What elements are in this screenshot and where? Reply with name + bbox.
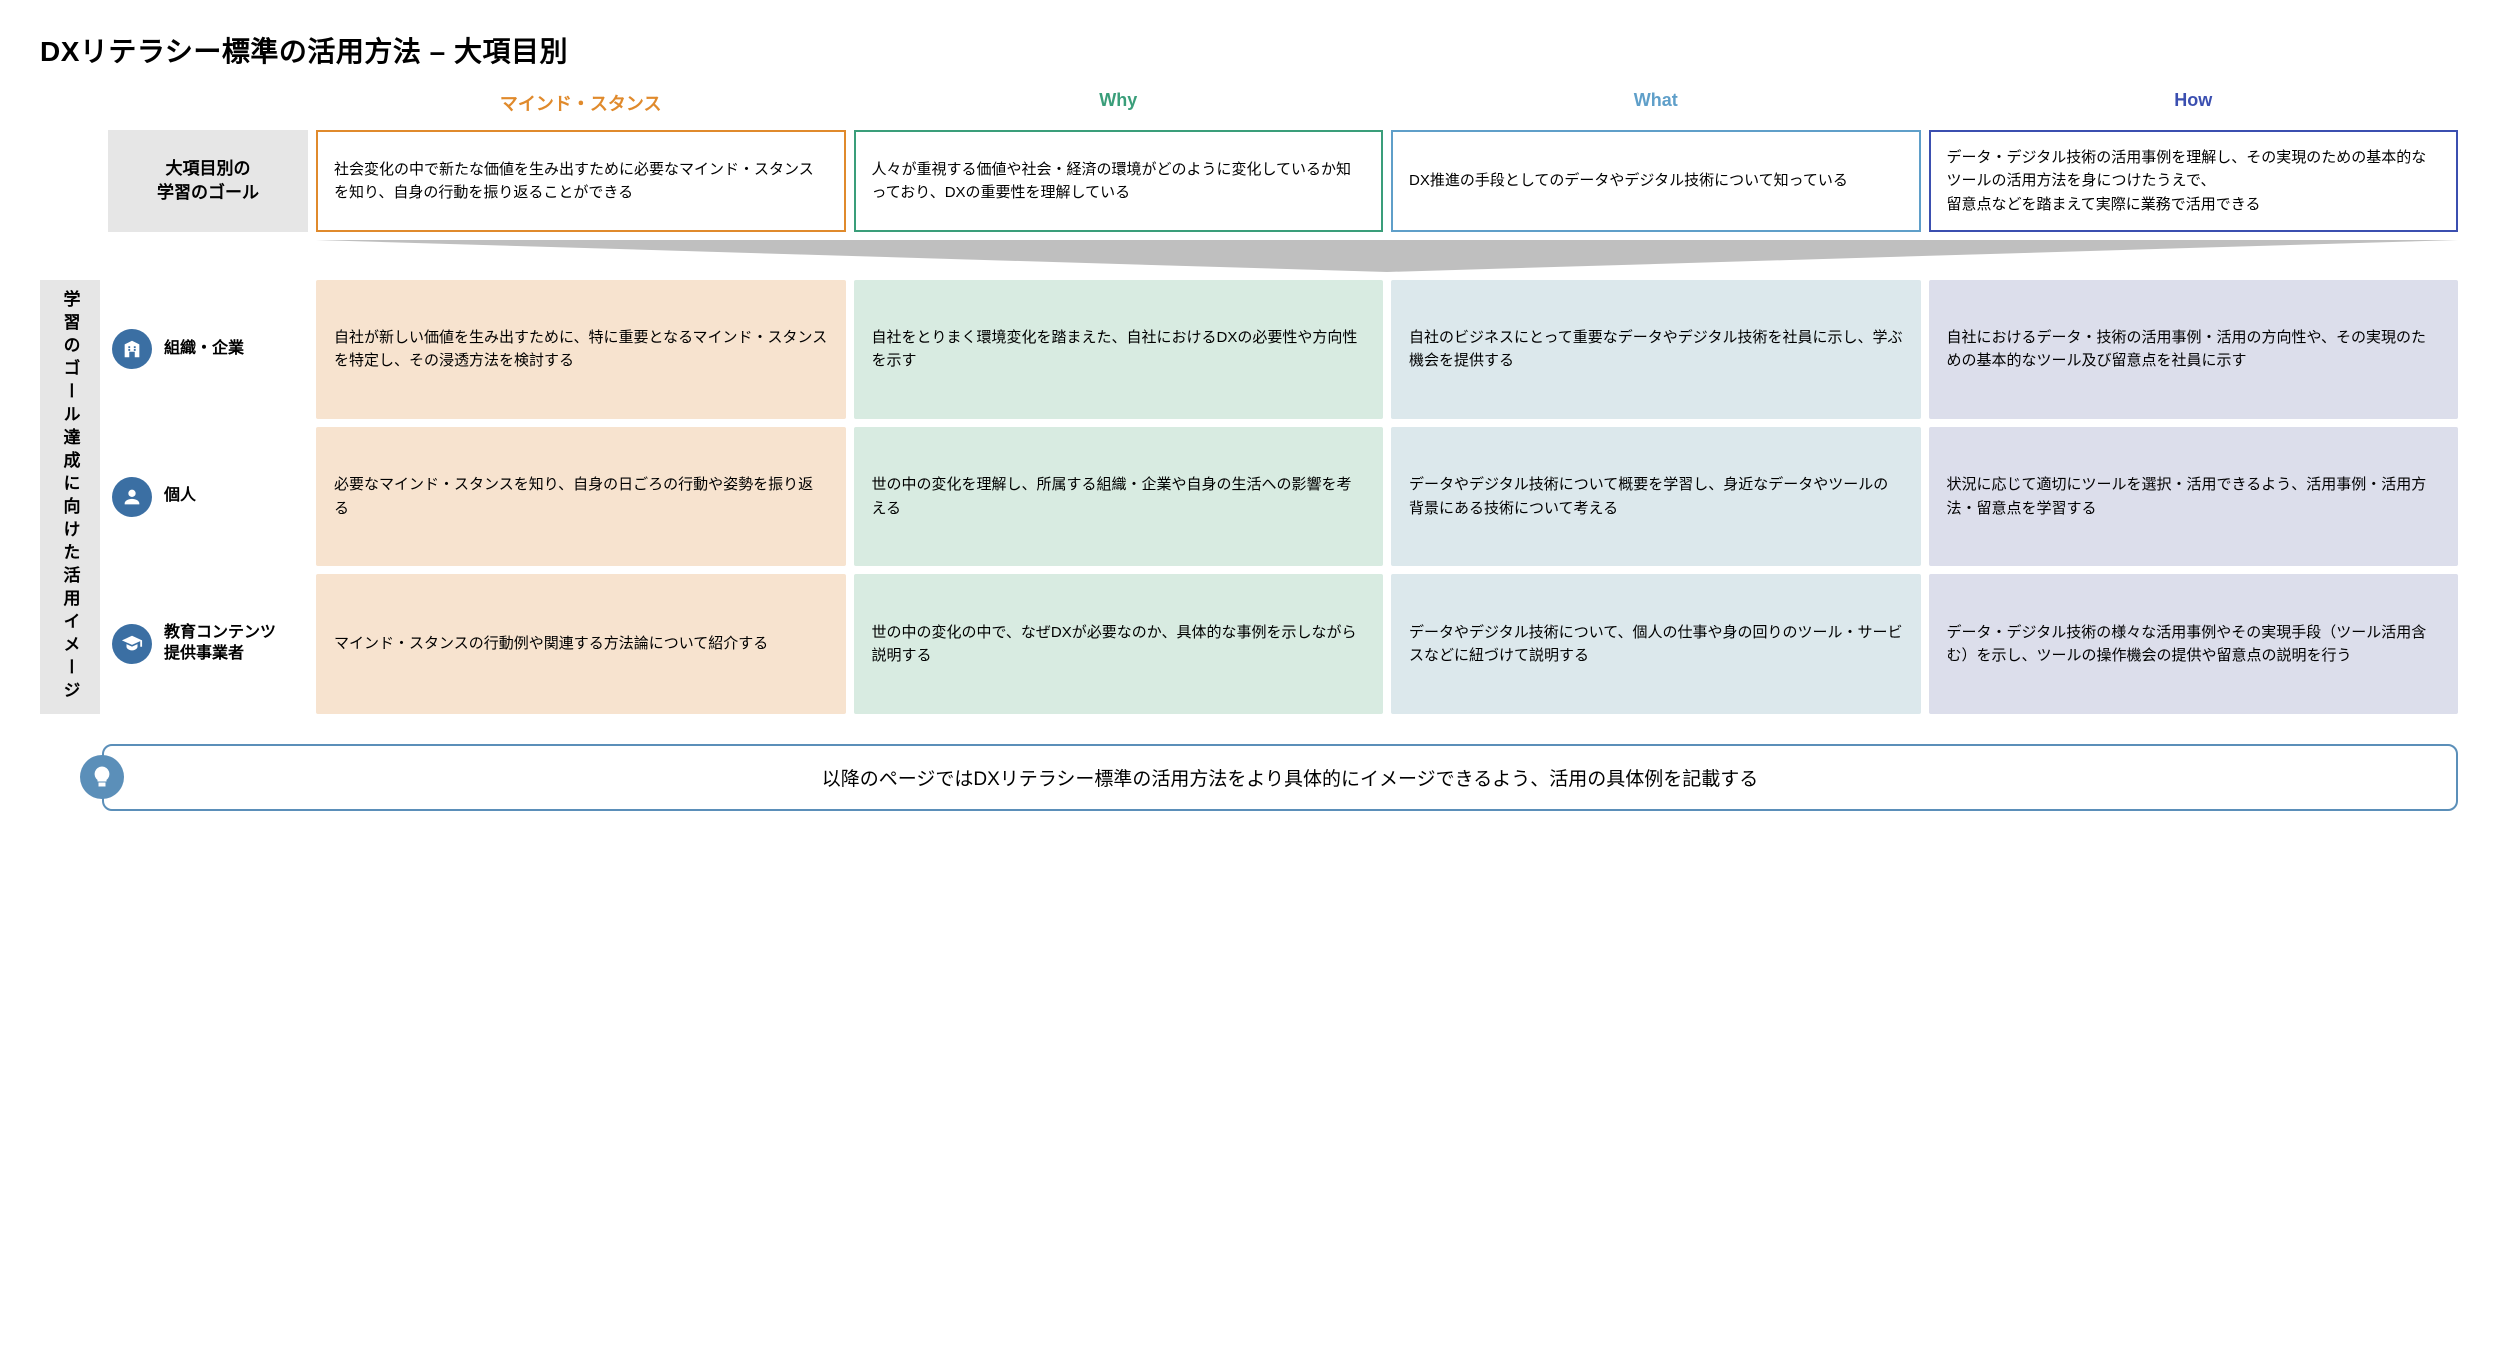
audience-ind: 個人 <box>108 427 308 566</box>
cell-edu-what: データやデジタル技術について、個人の仕事や身の回りのツール・サービスなどに紐づけ… <box>1391 574 1921 713</box>
goal-box-how: データ・デジタル技術の活用事例を理解し、その実現のための基本的なツールの活用方法… <box>1929 130 2459 232</box>
down-arrow-icon <box>316 240 2458 272</box>
goal-row-label: 大項目別の 学習のゴール <box>108 130 308 232</box>
cell-ind-how: 状況に応じて適切にツールを選択・活用できるよう、活用事例・活用方法・留意点を学習… <box>1929 427 2459 566</box>
audience-label-edu: 教育コンテンツ 提供事業者 <box>164 623 276 665</box>
cell-org-why: 自社をとりまく環境変化を踏まえた、自社におけるDXの必要性や方向性を示す <box>854 280 1384 419</box>
column-header-what: What <box>1391 90 1921 122</box>
footer-text: 以降のページではDXリテラシー標準の活用方法をより具体的にイメージできるよう、活… <box>102 744 2458 811</box>
column-header-mind: マインド・スタンス <box>316 90 846 122</box>
audience-label-ind: 個人 <box>164 486 196 507</box>
audience-label-org: 組織・企業 <box>164 339 244 360</box>
matrix-grid: マインド・スタンスWhyWhatHow 大項目別の 学習のゴール社会変化の中で新た… <box>40 90 2458 714</box>
goal-box-mind: 社会変化の中で新たな価値を生み出すために必要なマインド・スタンスを知り、自身の行… <box>316 130 846 232</box>
goal-box-what: DX推進の手段としてのデータやデジタル技術について知っている <box>1391 130 1921 232</box>
cell-edu-mind: マインド・スタンスの行動例や関連する方法論について紹介する <box>316 574 846 713</box>
column-header-why: Why <box>854 90 1384 122</box>
page-title: DXリテラシー標準の活用方法 – 大項目別 <box>40 30 2458 70</box>
cell-org-mind: 自社が新しい価値を生み出すために、特に重要となるマインド・スタンスを特定し、その… <box>316 280 846 419</box>
lightbulb-icon <box>80 755 124 799</box>
cell-edu-how: データ・デジタル技術の様々な活用事例やその実現手段（ツール活用含む）を示し、ツー… <box>1929 574 2459 713</box>
cell-org-what: 自社のビジネスにとって重要なデータやデジタル技術を社員に示し、学ぶ機会を提供する <box>1391 280 1921 419</box>
audience-org: 組織・企業 <box>108 280 308 419</box>
goal-box-why: 人々が重視する価値や社会・経済の環境がどのように変化しているか知っており、DXの… <box>854 130 1384 232</box>
usage-image-side-label: 学習のゴール達成に向けた活用イメージ <box>40 280 100 714</box>
cell-org-how: 自社におけるデータ・技術の活用事例・活用の方向性や、その実現のための基本的なツー… <box>1929 280 2459 419</box>
cell-ind-why: 世の中の変化を理解し、所属する組織・企業や自身の生活への影響を考える <box>854 427 1384 566</box>
person-icon <box>112 477 152 517</box>
cell-ind-mind: 必要なマインド・スタンスを知り、自身の日ごろの行動や姿勢を振り返る <box>316 427 846 566</box>
cell-edu-why: 世の中の変化の中で、なぜDXが必要なのか、具体的な事例を示しながら説明する <box>854 574 1384 713</box>
column-header-how: How <box>1929 90 2459 122</box>
grad-cap-icon <box>112 624 152 664</box>
audience-edu: 教育コンテンツ 提供事業者 <box>108 574 308 713</box>
cell-ind-what: データやデジタル技術について概要を学習し、身近なデータやツールの背景にある技術に… <box>1391 427 1921 566</box>
building-icon <box>112 329 152 369</box>
footer-note: 以降のページではDXリテラシー標準の活用方法をより具体的にイメージできるよう、活… <box>40 744 2458 811</box>
